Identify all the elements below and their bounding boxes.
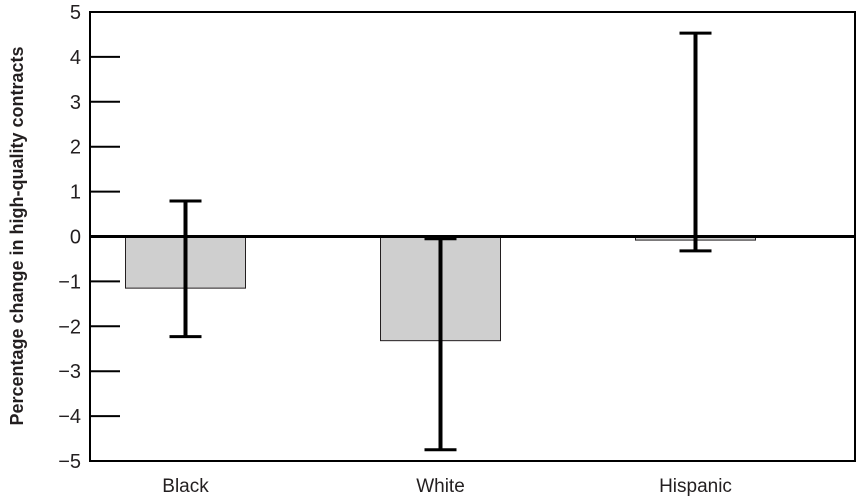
y-axis-title: Percentage change in high-quality contra… [7,46,27,425]
y-tick-label: −1 [58,271,81,293]
y-tick-label: 1 [70,182,81,204]
x-label-black: Black [162,476,209,497]
y-tick-label: −5 [58,451,81,473]
x-label-hispanic: Hispanic [659,476,732,497]
error-bars [169,31,712,452]
y-tick-label: 0 [70,227,81,249]
y-tick-label: −3 [58,361,81,383]
y-tick-label: 5 [70,2,81,24]
y-tick-label: 4 [70,47,81,69]
y-tick-label: −4 [58,406,81,428]
x-label-white: White [416,476,465,497]
x-category-labels: Black White Hispanic [162,476,732,497]
y-ticks: 5 4 3 2 1 0 −1 −2 −3 −4 −5 [58,2,120,473]
y-tick-label: −2 [58,316,81,338]
y-tick-label: 2 [70,137,81,159]
y-tick-label: 3 [70,92,81,114]
